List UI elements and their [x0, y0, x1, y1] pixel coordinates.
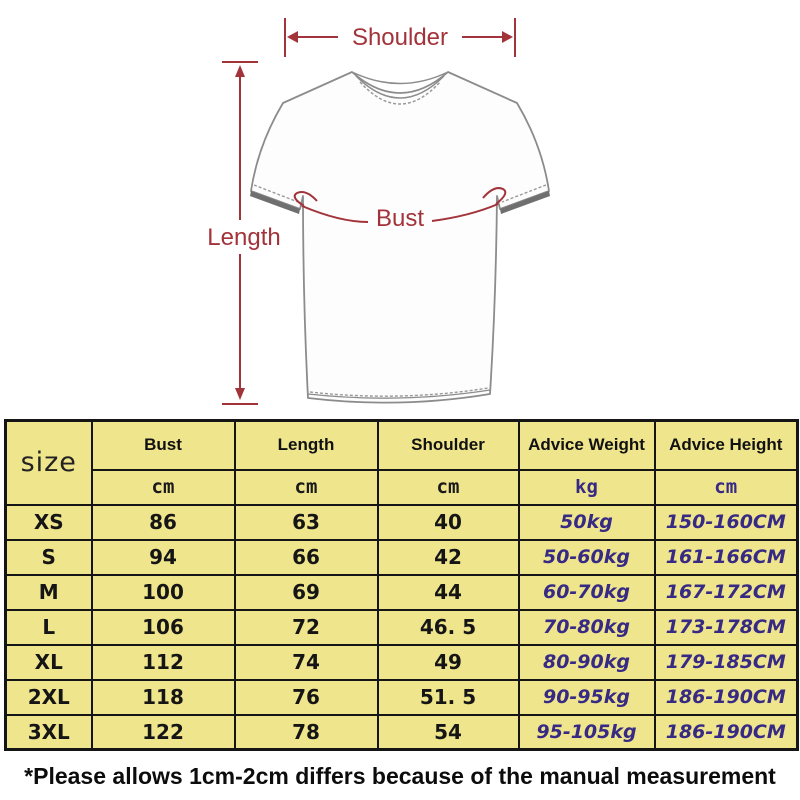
hem-stitching [307, 387, 491, 399]
height-cell: 167-172CM [653, 573, 799, 611]
height-cell: 179-185CM [653, 643, 799, 681]
weight-cell: 50-60kg [517, 538, 656, 576]
weight-cell: 50kg [517, 503, 656, 541]
size-cell: 3XL [4, 713, 93, 751]
size-row-m: M 100 69 44 60-70kg 167-172CM [4, 573, 799, 611]
bust-cell: 86 [90, 503, 236, 541]
bust-cell: 106 [90, 608, 236, 646]
weight-cell: 90-95kg [517, 678, 656, 716]
height-cell: 186-190CM [653, 713, 799, 751]
weight-cell: 60-70kg [517, 573, 656, 611]
shoulder-cell: 42 [376, 538, 520, 576]
unit-shoulder: cm [376, 468, 520, 506]
size-row-xs: XS 86 63 40 50kg 150-160CM [4, 503, 799, 541]
shoulder-cell: 49 [376, 643, 520, 681]
size-cell: XS [4, 503, 93, 541]
units-row: cm cm cm kg cm [6, 468, 799, 506]
bust-cell: 94 [90, 538, 236, 576]
size-row-xl: XL 112 74 49 80-90kg 179-185CM [4, 643, 799, 681]
shoulder-cell: 44 [376, 573, 520, 611]
size-row-s: S 94 66 42 50-60kg 161-166CM [4, 538, 799, 576]
length-cell: 63 [233, 503, 379, 541]
size-row-2xl: 2XL 118 76 51. 5 90-95kg 186-190CM [4, 678, 799, 716]
height-cell: 161-166CM [653, 538, 799, 576]
bust-cell: 122 [90, 713, 236, 751]
length-cell: 74 [233, 643, 379, 681]
unit-advice-weight: kg [517, 468, 656, 506]
measurement-disclaimer: *Please allows 1cm-2cm differs because o… [24, 762, 776, 789]
column-header-bust: Bust [90, 419, 236, 471]
sleeve-cuffs [250, 184, 550, 214]
collar-detail [351, 71, 449, 105]
size-row-l: L 106 72 46. 5 70-80kg 173-178CM [4, 608, 799, 646]
height-cell: 173-178CM [653, 608, 799, 646]
shoulder-label: Shoulder [352, 24, 448, 51]
size-cell: 2XL [4, 678, 93, 716]
shoulder-dimension [284, 18, 516, 57]
tshirt-measurement-diagram: Shoulder Length Bust [207, 18, 550, 405]
height-cell: 186-190CM [653, 678, 799, 716]
height-cell: 150-160CM [653, 503, 799, 541]
size-column-header: size [4, 419, 93, 506]
size-table: size Bust Length Shoulder Advice Weight … [4, 419, 799, 751]
length-cell: 78 [233, 713, 379, 751]
shoulder-cell: 46. 5 [376, 608, 520, 646]
weight-cell: 80-90kg [517, 643, 656, 681]
bust-label: Bust [376, 205, 424, 232]
bust-cell: 118 [90, 678, 236, 716]
length-cell: 69 [233, 573, 379, 611]
size-cell: S [4, 538, 93, 576]
size-row-3xl: 3XL 122 78 54 95-105kg 186-190CM [4, 713, 799, 751]
shoulder-cell: 54 [376, 713, 520, 751]
size-cell: XL [4, 643, 93, 681]
length-dimension [222, 61, 258, 405]
weight-cell: 70-80kg [517, 608, 656, 646]
table-header-row: size Bust Length Shoulder Advice Weight … [4, 419, 799, 506]
shoulder-cell: 40 [376, 503, 520, 541]
unit-bust: cm [90, 468, 236, 506]
unit-advice-height: cm [653, 468, 799, 506]
bust-cell: 100 [90, 573, 236, 611]
column-header-advice-weight: Advice Weight [517, 419, 656, 471]
column-header-length: Length [233, 419, 379, 471]
shoulder-cell: 51. 5 [376, 678, 520, 716]
length-label: Length [207, 224, 280, 251]
size-cell: L [4, 608, 93, 646]
length-cell: 76 [233, 678, 379, 716]
column-header-advice-height: Advice Height [653, 419, 799, 471]
tshirt-outline [250, 71, 550, 404]
length-cell: 72 [233, 608, 379, 646]
bust-dimension [293, 187, 507, 223]
weight-cell: 95-105kg [517, 713, 656, 751]
size-cell: M [4, 573, 93, 611]
length-cell: 66 [233, 538, 379, 576]
bust-cell: 112 [90, 643, 236, 681]
column-header-shoulder: Shoulder [376, 419, 520, 471]
unit-length: cm [233, 468, 379, 506]
